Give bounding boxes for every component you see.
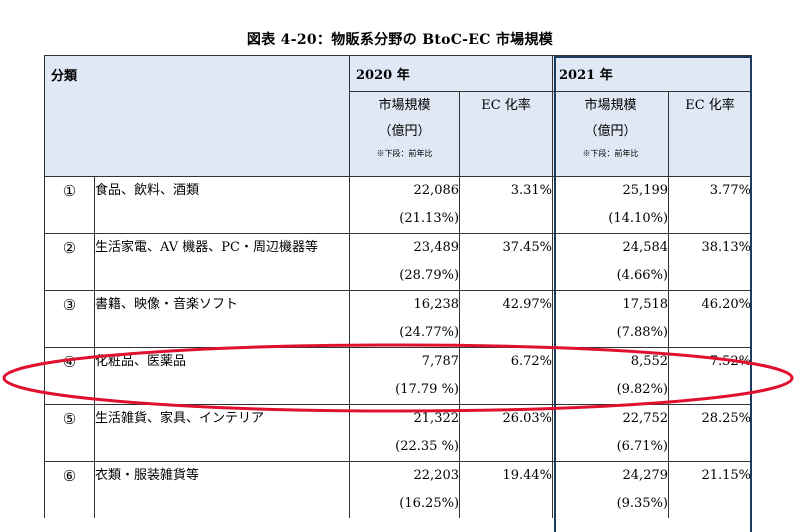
unit-label: （億円） [584,124,637,139]
ec-rate-2021: 28.25% [668,404,753,462]
category-header: 分類 [43,55,351,177]
market-size-2020: 7,787 (17.79 %) [349,347,461,405]
table-row: ⑤ 生活雑貨、家具、インテリア 21,322 (22.35 %) 26.03% 2… [44,404,753,462]
row-number: ② [44,233,95,291]
category-name: 化粧品、医薬品 [93,347,351,405]
category-name: 食品、飲料、酒類 [93,176,351,234]
market-size-2020: 22,086 (21.13%) [349,176,461,234]
row-number: ⑤ [44,404,95,462]
ec-rate-2021: 21.15% [668,461,753,518]
table-row: ① 食品、飲料、酒類 22,086 (21.13%) 3.31% 25,199 (1… [44,176,753,234]
row-number: ③ [44,290,95,348]
market-size-2020: 21,322 (22.35 %) [349,404,461,462]
market-size-table: 分類 2020 年 2021 年 市場規模 （億円） ※下段：前年比 EC 化率… [43,55,753,518]
table-title: 図表 4-20：物販系分野の BtoC-EC 市場規模 [246,32,554,48]
table-row: ⑥ 衣類・服装雑貨等 22,203 (16.25%) 19.44% 24,279(… [44,461,753,518]
market-size-2021: 25,199 (14.10%) [552,176,670,234]
ec-rate-2021: 38.13% [668,233,753,291]
unit-label: （億円） [378,124,431,139]
ec-rate-2020: 26.03% [459,404,554,462]
market-size-2020: 16,238 (24.77%) [349,290,461,348]
note-label: ※下段：前年比 [582,149,639,158]
market-size-2021: 8,552 (9.82%) [552,347,670,405]
table-row: ② 生活家電、AV 機器、PC・周辺機器等 23,489 (28.79%) 37.… [44,233,753,291]
ec-rate-label: EC 化率 [481,98,531,113]
market-size-2020: 22,203 (16.25%) [349,461,461,518]
ec-rate-2021: 7.52% [668,347,753,405]
ec-rate-2021: 3.77% [668,176,753,234]
ec-rate-2020: 19.44% [459,461,554,518]
note-label: ※下段：前年比 [376,149,433,158]
ec-rate-2020-header: EC 化率 [459,91,554,177]
market-size-2021: 17,518 (7.88%) [552,290,670,348]
row-number: ④ [44,347,95,405]
market-size-label: 市場規模 [378,98,431,113]
category-name: 生活雑貨、家具、インテリア [93,404,351,462]
ec-rate-2021: 46.20% [668,290,753,348]
category-name: 生活家電、AV 機器、PC・周辺機器等 [93,233,351,291]
row-number: ⑥ [44,461,95,518]
market-size-2021: 22,752 (6.71%) [552,404,670,462]
year-2020-header: 2020 年 [349,55,554,92]
market-size-2020-header: 市場規模 （億円） ※下段：前年比 [349,91,461,177]
ec-rate-2020: 3.31% [459,176,554,234]
table-row-highlighted: ④ 化粧品、医薬品 7,787 (17.79 %) 6.72% 8,552 (9.8… [44,347,753,405]
ec-rate-2020: 37.45% [459,233,554,291]
market-size-2021: 24,584 (4.66%) [552,233,670,291]
category-name: 書籍、映像・音楽ソフト [93,290,351,348]
market-size-2021: 24,279 (9.35%) [552,461,670,518]
market-size-2021-header: 市場規模 （億円） ※下段：前年比 [552,91,670,177]
category-name: 衣類・服装雑貨等 [93,461,351,518]
market-size-label: 市場規模 [584,98,637,113]
ec-rate-2020: 42.97% [459,290,554,348]
ec-rate-label: EC 化率 [685,98,735,113]
table-row: ③ 書籍、映像・音楽ソフト 16,238 (24.77%) 42.97% 17,5… [44,290,753,348]
ec-rate-2021-header: EC 化率 [668,91,753,177]
row-number: ① [44,176,95,234]
ec-rate-2020: 6.72% [459,347,554,405]
market-size-2020: 23,489 (28.79%) [349,233,461,291]
year-2021-header: 2021 年 [552,55,753,92]
